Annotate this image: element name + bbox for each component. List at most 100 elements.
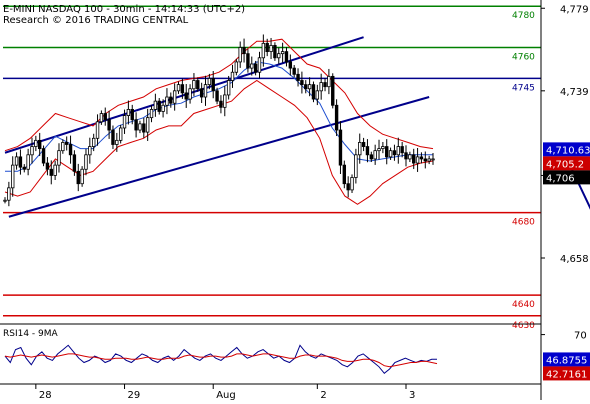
candle (408, 151, 412, 163)
candle (45, 157, 50, 176)
candle (431, 152, 435, 165)
rsi-title: RSI14 - 9MA (3, 329, 59, 339)
candle-body (315, 90, 320, 100)
candle-body (304, 84, 308, 90)
level-label-4745: 4745 (512, 83, 535, 93)
candle (61, 139, 65, 154)
candle (18, 149, 23, 175)
candle (219, 95, 223, 114)
candle (226, 75, 231, 100)
candle (307, 77, 312, 97)
candle-body (91, 137, 96, 147)
candle-body (361, 142, 366, 147)
x-tick-label: 28 (39, 390, 52, 400)
bollinger-upper-line (4, 38, 434, 152)
candle-body (88, 146, 92, 156)
candle (392, 144, 397, 161)
candle (361, 137, 366, 152)
candle-body (153, 100, 158, 110)
candle (157, 98, 161, 115)
candle-body (57, 150, 61, 166)
candle-body (84, 154, 88, 170)
candle (415, 147, 420, 172)
candle-body (192, 80, 196, 90)
candle-body (238, 47, 242, 63)
candle (419, 152, 424, 164)
rsi-line (4, 344, 437, 375)
candle-body (319, 82, 323, 92)
level-label-4760: 4760 (512, 52, 535, 62)
candle (14, 152, 19, 170)
candle-body (169, 96, 173, 104)
copyright-text: Research © 2016 TRADING CENTRAL (3, 15, 189, 26)
candle (115, 132, 119, 152)
candle-body (400, 146, 404, 154)
candle-body (122, 115, 127, 129)
candle (142, 117, 146, 139)
candle-body (80, 168, 84, 185)
candle-body (111, 129, 115, 145)
candle (103, 107, 107, 126)
candle-body (134, 119, 138, 131)
candle (126, 100, 131, 125)
candle-body (18, 156, 23, 168)
price-badge-0: 4,710.63 (546, 145, 590, 156)
candle-body (130, 108, 134, 121)
candle-body (253, 63, 258, 73)
candle-body (331, 75, 335, 106)
candle-body (288, 61, 293, 69)
candle (145, 108, 150, 141)
price-badges: 4,710.63 4,705.2 4,706 46.8755 42.7161 (543, 142, 590, 381)
candle (68, 135, 73, 164)
candle-body (358, 142, 362, 156)
channel-upper-line (4, 36, 364, 154)
candle (72, 150, 77, 176)
candle (91, 133, 96, 152)
y-tick-label: 4,779 (560, 4, 589, 15)
y-tick-label: 4,739 (560, 87, 589, 98)
candle (304, 80, 308, 94)
x-tick-label: 29 (128, 390, 141, 400)
candle-body (334, 104, 339, 131)
candle (107, 110, 111, 139)
candle-body (265, 42, 269, 53)
candle (354, 148, 358, 184)
candle-body (311, 84, 316, 100)
candle-body (246, 53, 250, 69)
price-badge-1: 4,705.2 (546, 159, 584, 170)
candle-body (165, 96, 169, 106)
rsi-badge-1: 42.7161 (546, 369, 587, 380)
candle-body (138, 123, 142, 131)
candle-body (219, 100, 223, 108)
candle-body (7, 187, 11, 201)
candle (188, 84, 192, 104)
candle (11, 156, 15, 197)
candle-body (226, 80, 231, 96)
candle (350, 174, 354, 193)
candle (53, 160, 57, 180)
candle-body (188, 88, 192, 100)
level-label-4780: 4780 (512, 11, 535, 21)
candle-body (41, 148, 46, 164)
candle (138, 120, 142, 134)
candle-body (415, 156, 420, 164)
candle (284, 47, 289, 67)
candle (250, 56, 254, 76)
candle (165, 88, 169, 115)
candle (404, 145, 408, 167)
candle (238, 41, 242, 68)
candle (400, 142, 404, 158)
candle-body (61, 142, 65, 152)
candle (149, 104, 154, 123)
candle (346, 176, 350, 198)
candle (334, 99, 339, 137)
candle (423, 151, 427, 169)
rsi-badge-0: 46.8755 (546, 355, 587, 366)
candle-body (381, 146, 385, 150)
chart-title: E-MINI NASDAQ 100 - 30min - 14:14:33 (UT… (3, 4, 245, 15)
candle-body (300, 80, 304, 86)
candle (261, 34, 266, 67)
candle (180, 78, 185, 99)
candle (199, 82, 204, 103)
candle-body (145, 117, 150, 133)
